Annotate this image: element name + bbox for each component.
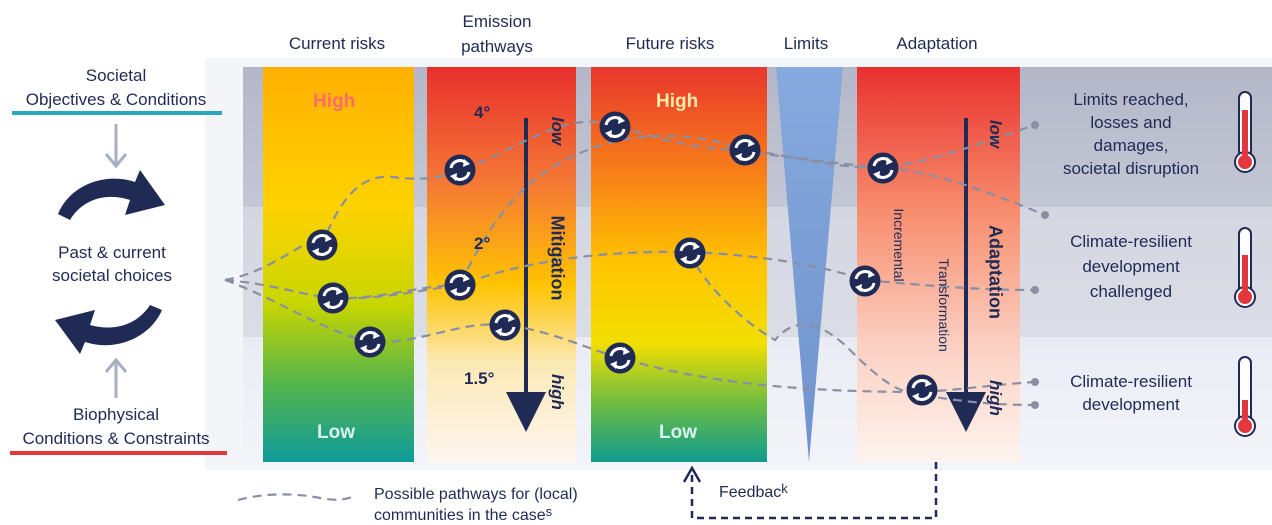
choices-label-l2: societal choices <box>51 266 173 285</box>
mitigation-low: low <box>548 116 567 146</box>
temperature-4: 4° <box>474 103 491 122</box>
cycle-icon <box>866 151 900 185</box>
biophysical-underline <box>10 451 227 455</box>
outcome-challenged-l3: challenged <box>1089 282 1173 301</box>
mitigation-label: Mitigation <box>547 215 568 301</box>
choices-label-l1: Past & current <box>58 243 166 262</box>
emission-pathways-column <box>427 67 576 462</box>
down-arrow-head-icon <box>104 153 128 169</box>
future-risks-high: High <box>656 91 699 112</box>
current-risks-high: High <box>313 91 356 112</box>
societal-cycle-arrows <box>55 170 165 354</box>
cycle-icon <box>848 264 882 298</box>
cycle-icon <box>598 110 632 144</box>
cycle-icon <box>905 373 939 407</box>
legend-pathway-line <box>237 493 356 502</box>
up-arrow-head-icon <box>104 357 128 373</box>
incremental-label: Incremental <box>891 208 907 282</box>
header-emission-l2: pathways <box>461 37 533 56</box>
cycle-icon <box>673 236 707 270</box>
header-limits: Limits <box>783 34 829 53</box>
cycle-icon <box>728 133 762 167</box>
cycle-icon <box>443 153 477 187</box>
cycle-icon <box>603 341 637 375</box>
legend-pathways-l2-tail: s <box>545 504 553 519</box>
feedback-arrow-icon <box>682 465 702 483</box>
endpoint-upper-challenged <box>1041 211 1049 219</box>
header-current-risks: Current risks <box>288 34 386 53</box>
cycle-icon <box>316 281 350 315</box>
cycle-arrow-bottom-icon <box>55 305 162 354</box>
cycle-icon <box>305 228 339 262</box>
societal-label-l1: Societal <box>85 66 147 85</box>
feedback-line <box>690 462 938 520</box>
temperature-1-5: 1.5° <box>464 369 495 388</box>
adaptation-high: high <box>986 380 1005 416</box>
transformation-label: Transformation <box>936 258 952 352</box>
societal-label-l2: Objectives & Conditions <box>25 90 207 109</box>
cycle-icon <box>353 325 387 359</box>
feedback-label-tail: k <box>781 481 788 496</box>
outcome-resilient-l1: Climate-resilient <box>1070 372 1192 391</box>
thermometer-high-icon <box>1234 91 1256 173</box>
legend-pathways-l2: communities in the cases <box>374 504 553 525</box>
adaptation-column <box>857 67 1020 462</box>
adaptation-label: Adaptation <box>985 225 1006 319</box>
outcome-limits-l1: Limits reached, <box>1073 90 1189 109</box>
current-risks-low: Low <box>317 422 355 443</box>
societal-underline <box>12 111 222 115</box>
endpoint-limits <box>1031 121 1039 129</box>
feedback-label-text: Feedbac <box>719 484 782 501</box>
outcome-challenged-l1: Climate-resilient <box>1070 232 1192 251</box>
pathway-line-5 <box>688 251 1036 407</box>
outcome-challenged-l2: development <box>1082 257 1180 276</box>
cycle-arrow-top-icon <box>58 170 165 220</box>
outcome-resilient-l2: development <box>1082 395 1180 414</box>
pathway-line-3 <box>224 278 1036 394</box>
temperature-2: 2° <box>474 234 491 253</box>
pathway-line-1 <box>224 120 1046 282</box>
current-risks-column <box>263 67 414 462</box>
cycle-icon <box>443 268 477 302</box>
biophysical-label-l1: Biophysical <box>73 405 159 424</box>
endpoint-resilient-1 <box>1031 378 1039 386</box>
legend-pathways-l1: Possible pathways for (local) <box>374 486 578 503</box>
outcome-limits-l3: damages, <box>1093 136 1169 155</box>
mitigation-high: high <box>548 374 567 410</box>
header-future-risks: Future risks <box>625 34 715 53</box>
outcome-limits-l2: losses and <box>1090 113 1172 132</box>
thermometer-low-icon <box>1234 356 1256 437</box>
future-risks-low: Low <box>659 422 697 443</box>
left-down-arrows <box>104 124 128 398</box>
endpoint-resilient-2 <box>1031 401 1039 409</box>
endpoint-challenged <box>1031 286 1039 294</box>
biophysical-label-l2: Conditions & Constraints <box>22 429 210 448</box>
legend-pathways-l2-text: communities in the case <box>374 507 546 524</box>
pathway-endpoints <box>1031 121 1049 409</box>
outcome-limits-l4: societal disruption <box>1062 159 1200 178</box>
thermometer-medium-icon <box>1234 227 1256 308</box>
adaptation-low: low <box>986 119 1005 149</box>
header-emission-l1: Emission <box>462 12 532 31</box>
cycle-icon <box>488 308 522 342</box>
feedback-label: Feedback <box>719 481 788 502</box>
header-adaptation: Adaptation <box>896 34 978 53</box>
